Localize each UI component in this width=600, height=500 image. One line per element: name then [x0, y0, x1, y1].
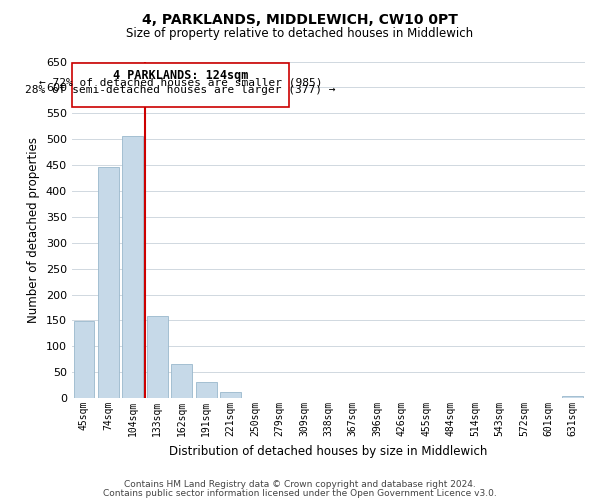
Text: Contains HM Land Registry data © Crown copyright and database right 2024.: Contains HM Land Registry data © Crown c…: [124, 480, 476, 489]
Text: 4, PARKLANDS, MIDDLEWICH, CW10 0PT: 4, PARKLANDS, MIDDLEWICH, CW10 0PT: [142, 12, 458, 26]
Text: Size of property relative to detached houses in Middlewich: Size of property relative to detached ho…: [127, 28, 473, 40]
Bar: [98, 166, 119, 398]
Bar: [172, 364, 192, 398]
Bar: [74, 322, 94, 398]
Bar: [562, 396, 583, 398]
Bar: [220, 392, 241, 398]
FancyBboxPatch shape: [72, 62, 289, 106]
Text: Contains public sector information licensed under the Open Government Licence v3: Contains public sector information licen…: [103, 488, 497, 498]
X-axis label: Distribution of detached houses by size in Middlewich: Distribution of detached houses by size …: [169, 444, 488, 458]
Text: 28% of semi-detached houses are larger (377) →: 28% of semi-detached houses are larger (…: [25, 86, 336, 96]
Bar: [122, 136, 143, 398]
Text: ← 72% of detached houses are smaller (985): ← 72% of detached houses are smaller (98…: [39, 77, 322, 87]
Bar: [196, 382, 217, 398]
Y-axis label: Number of detached properties: Number of detached properties: [27, 137, 40, 323]
Bar: [147, 316, 167, 398]
Text: 4 PARKLANDS: 124sqm: 4 PARKLANDS: 124sqm: [113, 69, 248, 82]
